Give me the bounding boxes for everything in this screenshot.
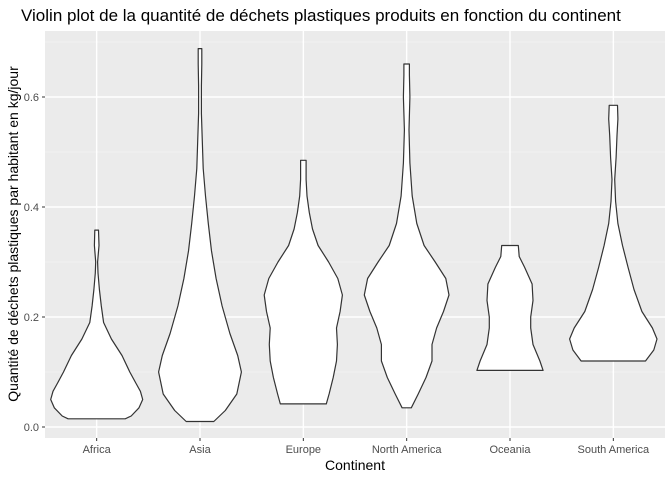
- plot-panel: [45, 31, 665, 438]
- y-tick-label: 0.4: [24, 202, 39, 214]
- x-tick-label: Europe: [286, 444, 321, 456]
- violin-africa: [50, 229, 144, 420]
- violin-south-america: [569, 104, 658, 362]
- violins: [50, 48, 658, 423]
- y-tick-label: 0.2: [24, 312, 39, 324]
- x-axis-ticks: Africa Asia Europe North America Oceania Sout…: [83, 438, 650, 456]
- x-tick-label: Oceania: [490, 444, 532, 456]
- x-tick-label: Asia: [189, 444, 211, 456]
- y-axis-ticks: 0.0 0.2 0.4 0.6: [24, 92, 45, 434]
- x-tick-label: North America: [372, 444, 443, 456]
- y-tick-label: 0.0: [24, 422, 39, 434]
- violin-europe: [263, 159, 343, 405]
- y-tick-label: 0.6: [24, 92, 39, 104]
- violin-asia: [158, 48, 242, 423]
- x-axis-title: Continent: [325, 457, 385, 473]
- chart-title: Violin plot de la quantité de déchets pl…: [21, 6, 621, 25]
- violin-oceania: [476, 244, 544, 371]
- y-axis-title: Quantité de déchets plastiques par habit…: [5, 66, 21, 402]
- violin-north-america: [363, 63, 450, 409]
- x-tick-label: Africa: [83, 444, 112, 456]
- x-tick-label: South America: [578, 444, 650, 456]
